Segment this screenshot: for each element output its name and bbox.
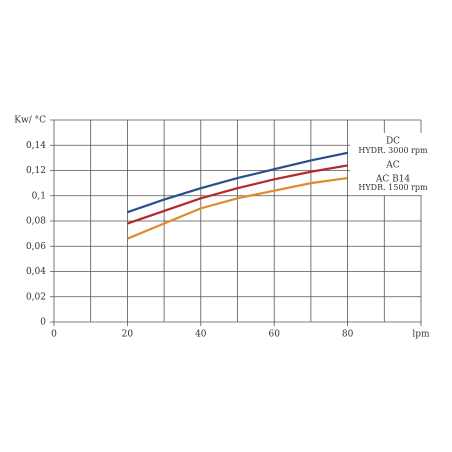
x-tick-label: 80 [342, 330, 354, 340]
x-tick-label: 0 [51, 330, 57, 340]
series-line [127, 151, 348, 214]
series-line [127, 164, 348, 225]
legend-note: HYDR. 1500 rpm [358, 183, 428, 192]
y-tick-label: 0,12 [26, 166, 46, 176]
legend-label: AC B14 [375, 175, 411, 185]
x-tick-label: lpm [412, 330, 430, 340]
legend-note: HYDR. 3000 rpm [358, 146, 428, 155]
x-tick-label: 40 [195, 330, 207, 340]
y-tick-label: 0,06 [26, 242, 46, 252]
y-tick-label: 0,02 [26, 292, 46, 302]
y-tick-label: 0,08 [26, 217, 46, 227]
y-tick-label: Kw/ °C [14, 116, 46, 126]
y-tick-label: 0,1 [32, 191, 46, 201]
legend-label: DC [386, 137, 400, 147]
y-tick-label: 0,04 [26, 267, 46, 277]
y-tick-label: 0 [40, 318, 46, 328]
legend-label: AC [385, 161, 399, 171]
legend-box [350, 133, 436, 195]
x-tick-label: 20 [122, 330, 134, 340]
y-tick-label: 0,14 [26, 141, 46, 151]
x-tick-label: 60 [268, 330, 280, 340]
series-line [126, 176, 348, 240]
